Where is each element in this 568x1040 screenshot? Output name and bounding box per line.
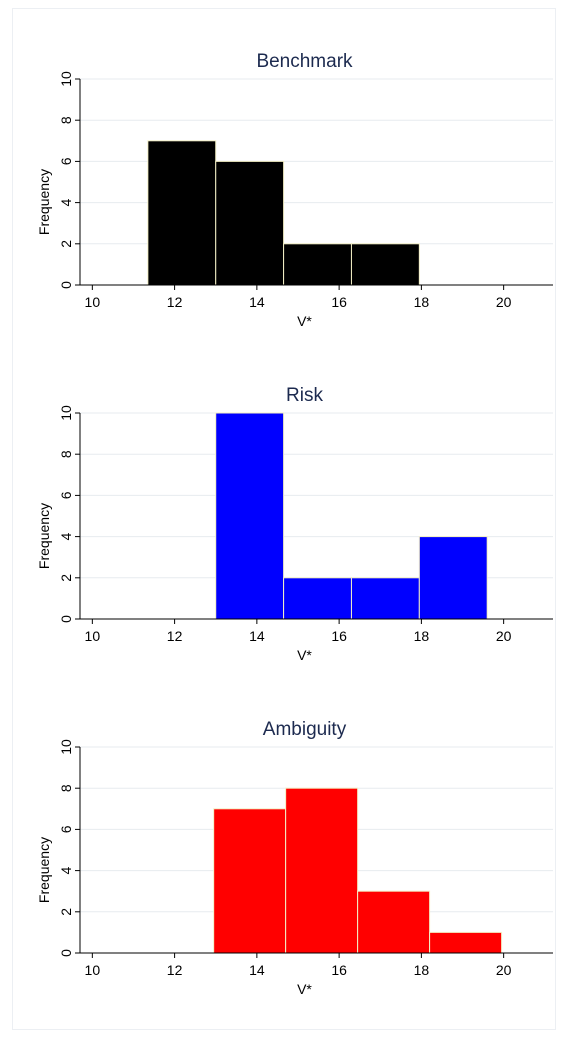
bar-risk	[283, 577, 352, 620]
x-tick-label: 18	[414, 294, 430, 310]
y-axis-label: Frequency	[36, 503, 52, 569]
y-tick-label: 4	[58, 866, 74, 874]
x-axis-label: V*	[297, 981, 312, 997]
bar-risk	[418, 536, 488, 620]
bar-benchmark	[147, 140, 217, 286]
x-tick-label: 14	[249, 628, 265, 644]
x-tick-label: 14	[249, 294, 265, 310]
x-tick-label: 18	[414, 962, 430, 978]
y-tick-label: 6	[58, 825, 74, 833]
y-tick-label: 4	[58, 532, 74, 540]
x-tick-label: 12	[167, 962, 183, 978]
x-tick-label: 16	[331, 294, 347, 310]
histogram-ambiguity: 10 12 14 16 18 20 0 2 4 6 8 10 Ambiguity V* Frequency	[36, 719, 553, 997]
y-tick-label: 2	[58, 574, 74, 582]
bar-ambiguity	[429, 931, 503, 954]
bar-benchmark	[350, 243, 420, 286]
x-tick-label: 18	[414, 628, 430, 644]
bar-risk	[215, 412, 285, 620]
x-tick-label: 16	[331, 628, 347, 644]
y-tick-label: 6	[58, 157, 74, 165]
chart-title: Ambiguity	[263, 719, 347, 740]
x-tick-label: 10	[85, 294, 101, 310]
x-axis-label: V*	[297, 313, 312, 329]
x-tick-label: 20	[496, 628, 512, 644]
x-tick-label: 20	[496, 294, 512, 310]
y-tick-label: 8	[58, 450, 74, 458]
bar-benchmark	[215, 160, 285, 286]
x-tick-label: 14	[249, 962, 265, 978]
x-axis-label: V*	[297, 647, 312, 663]
bar-benchmark	[283, 243, 352, 286]
y-tick-label: 10	[58, 739, 74, 755]
bar-risk	[350, 577, 420, 620]
x-tick-label: 12	[167, 628, 183, 644]
y-tick-label: 4	[58, 198, 74, 206]
bar-ambiguity	[285, 787, 359, 954]
y-tick-label: 8	[58, 784, 74, 792]
y-tick-label: 8	[58, 116, 74, 124]
y-tick-label: 10	[58, 405, 74, 421]
x-tick-label: 10	[85, 628, 101, 644]
figure-frame: 10 12 14 16 18 20 0 2 4 6 8 10 Benchmark V* Frequency …	[12, 8, 556, 1030]
y-axis-label: Frequency	[36, 837, 52, 903]
x-tick-label: 20	[496, 962, 512, 978]
y-tick-label: 0	[58, 949, 74, 957]
y-tick-label: 2	[58, 908, 74, 916]
y-tick-label: 0	[58, 281, 74, 289]
bar-ambiguity	[213, 808, 287, 954]
bar-ambiguity	[357, 890, 431, 954]
y-tick-label: 6	[58, 491, 74, 499]
x-tick-label: 10	[85, 962, 101, 978]
y-axis-label: Frequency	[36, 169, 52, 235]
y-tick-label: 10	[58, 71, 74, 87]
chart-title: Risk	[286, 385, 323, 406]
histogram-risk: 10 12 14 16 18 20 0 2 4 6 8 10 Risk V* Frequency	[36, 385, 553, 663]
x-tick-label: 12	[167, 294, 183, 310]
histogram-benchmark: 10 12 14 16 18 20 0 2 4 6 8 10 Benchmark V* Frequency	[36, 51, 553, 329]
y-tick-label: 2	[58, 240, 74, 248]
chart-title: Benchmark	[256, 51, 353, 72]
y-tick-label: 0	[58, 615, 74, 623]
x-tick-label: 16	[331, 962, 347, 978]
